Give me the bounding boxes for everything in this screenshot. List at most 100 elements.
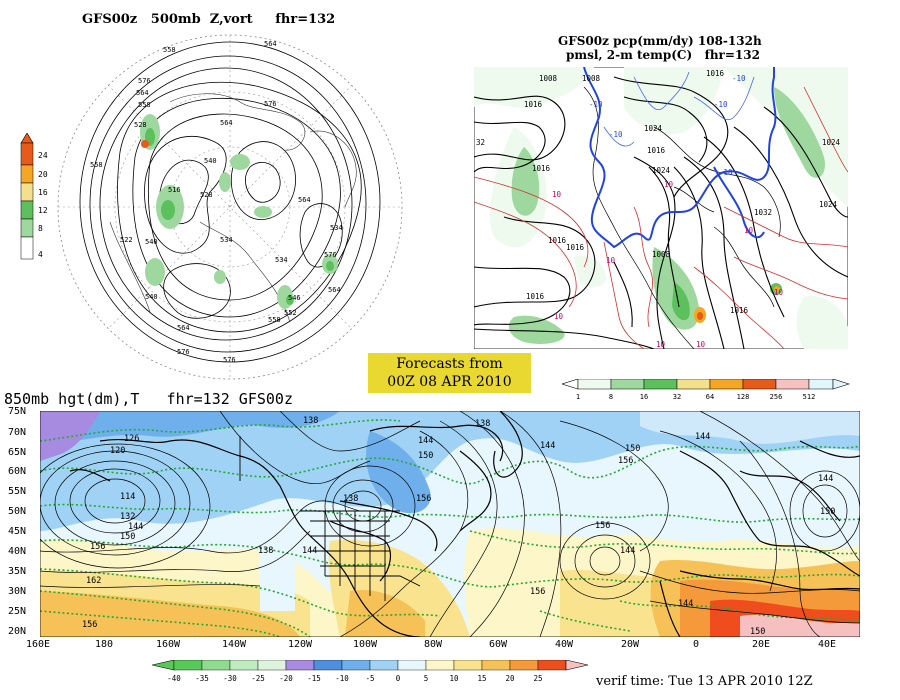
height-label: 150 — [120, 532, 135, 542]
pcp-colorbar-ticks: 1 8 16 32 64 128 256 512 — [576, 393, 815, 401]
temp-cell — [537, 660, 567, 671]
temp-tick: 15 — [477, 674, 486, 683]
isobar-label: 1032 — [754, 208, 772, 217]
height-label: 156 — [595, 521, 610, 531]
height-label: 144 — [678, 599, 693, 609]
height-label: 156 — [618, 456, 633, 466]
height-850-contours — [40, 411, 860, 637]
isobar-label: 1024 — [652, 166, 671, 175]
lat-label: 50N — [8, 506, 27, 517]
pcp-tick: 32 — [673, 393, 681, 401]
temp-label: 10 — [774, 288, 784, 297]
panel-pcp-title-line2: pmsl, 2-m temp(C) fhr=132 — [566, 48, 760, 62]
isobar-label: 1016 — [532, 164, 551, 173]
height-label: 144 — [540, 441, 555, 451]
verif-time: verif time: Tue 13 APR 2010 12Z — [596, 674, 813, 689]
vort-colorbar-svg: 24 20 16 12 8 4 — [20, 132, 48, 260]
isobar-label: 1016 — [647, 146, 666, 155]
temp-tick: -25 — [251, 674, 265, 683]
temp-cell — [509, 660, 539, 671]
vort-tick: 12 — [38, 206, 48, 215]
temp-cell — [229, 660, 259, 671]
height-label: 138 — [475, 419, 490, 429]
temp-label: 10 — [664, 180, 674, 189]
pcp-cell — [709, 379, 744, 390]
vort-tick: 20 — [38, 170, 48, 179]
lon-label: 120W — [288, 639, 313, 650]
lat-label: 40N — [8, 546, 27, 557]
contour-label: 564 — [264, 40, 277, 48]
contour-label: 540 — [204, 157, 217, 165]
vort-tick: 16 — [38, 188, 48, 197]
lat-label: 45N — [8, 526, 27, 537]
vort-tick: 4 — [38, 250, 43, 259]
temp-shade-mountain — [260, 531, 295, 611]
precip-shading — [474, 67, 848, 349]
panel-pcp-title-line1: GFS00z pcp(mm/dy) 108-132h — [558, 34, 762, 48]
colorbar-cell-8 — [20, 218, 34, 238]
height-label: 138 — [343, 494, 358, 504]
banner-line1: Forecasts from — [396, 356, 503, 372]
vort-tick: 24 — [38, 151, 48, 160]
contour-label: 522 — [120, 236, 133, 244]
lat-label: 55N — [8, 486, 27, 497]
lon-label: 100W — [353, 639, 378, 650]
temp-cell — [201, 660, 231, 671]
contour-label: 576 — [177, 348, 190, 356]
contour-label: 534 — [220, 236, 233, 244]
temp-shade-europe-cold — [640, 411, 860, 444]
colorbar-cell-20 — [20, 164, 34, 184]
contour-label: 528 — [134, 121, 147, 129]
height-label: 150 — [820, 507, 835, 517]
lon-label: 140W — [222, 639, 247, 650]
height-label: 144 — [695, 432, 710, 442]
temp-labels: -10 -10 -10 -10 -10 10 10 10 10 10 10 10… — [552, 74, 784, 349]
contour-label: 546 — [288, 294, 301, 302]
contour-label: 528 — [200, 191, 213, 199]
temp-tick: -20 — [279, 674, 293, 683]
height-label: 138 — [303, 416, 318, 426]
pcp-pmsl-map: 1008 1016 1008 1024 1016 1024 1016 1032 … — [474, 67, 848, 349]
lon-label: 180 — [95, 639, 114, 650]
temp-tick: 5 — [424, 674, 429, 683]
vorticity-shading — [140, 114, 338, 309]
pcp-cell — [643, 379, 678, 390]
lon-label: 160W — [156, 639, 181, 650]
temp-tick: -5 — [365, 674, 374, 683]
lat-label: 70N — [8, 427, 27, 438]
height-label: 156 — [530, 587, 545, 597]
contour-label: 564 — [177, 324, 190, 332]
map-850mb: 126 120 114 132 144 150 156 162 156 138 … — [40, 411, 860, 637]
pcp-cell — [676, 379, 711, 390]
pcp-cell — [742, 379, 777, 390]
temp-label: 10 — [554, 312, 564, 321]
colorbar-arrow-left — [562, 379, 579, 390]
contour-label: 576 — [264, 100, 277, 108]
pcp-tick: 8 — [609, 393, 613, 401]
height-label: 156 — [82, 620, 97, 630]
pcp-tick: 64 — [706, 393, 714, 401]
colorbar-arrow-right — [832, 379, 851, 390]
contour-label: 576 — [223, 356, 236, 364]
lon-label: 20W — [621, 639, 640, 650]
contour-label: 540 — [145, 293, 158, 301]
lat-label: 25N — [8, 606, 27, 617]
pcp-tick: 1 — [576, 393, 580, 401]
isobar-label: 1016 — [566, 243, 585, 252]
cold-temp-contours — [603, 71, 755, 147]
temp-cell — [173, 660, 203, 671]
temp-colorbar-arrow-right — [565, 660, 589, 671]
height-contour-labels: 558 564 576 564 558 528 576 564 540 516 … — [90, 40, 343, 364]
contour-label: 558 — [90, 161, 103, 169]
temp-label: -10 — [589, 100, 603, 109]
isobar-labels: 1008 1016 1008 1024 1016 1024 1016 1032 … — [524, 69, 841, 315]
pcp-cell — [577, 379, 612, 390]
isobar-label: 1016 — [706, 69, 725, 78]
height-label: 144 — [302, 546, 317, 556]
lon-label: 40W — [555, 639, 574, 650]
lon-label: 80W — [424, 639, 443, 650]
temp-label: -10 — [714, 100, 728, 109]
temp-cell — [481, 660, 511, 671]
polar-graticule — [58, 35, 402, 379]
temp-cell — [369, 660, 399, 671]
